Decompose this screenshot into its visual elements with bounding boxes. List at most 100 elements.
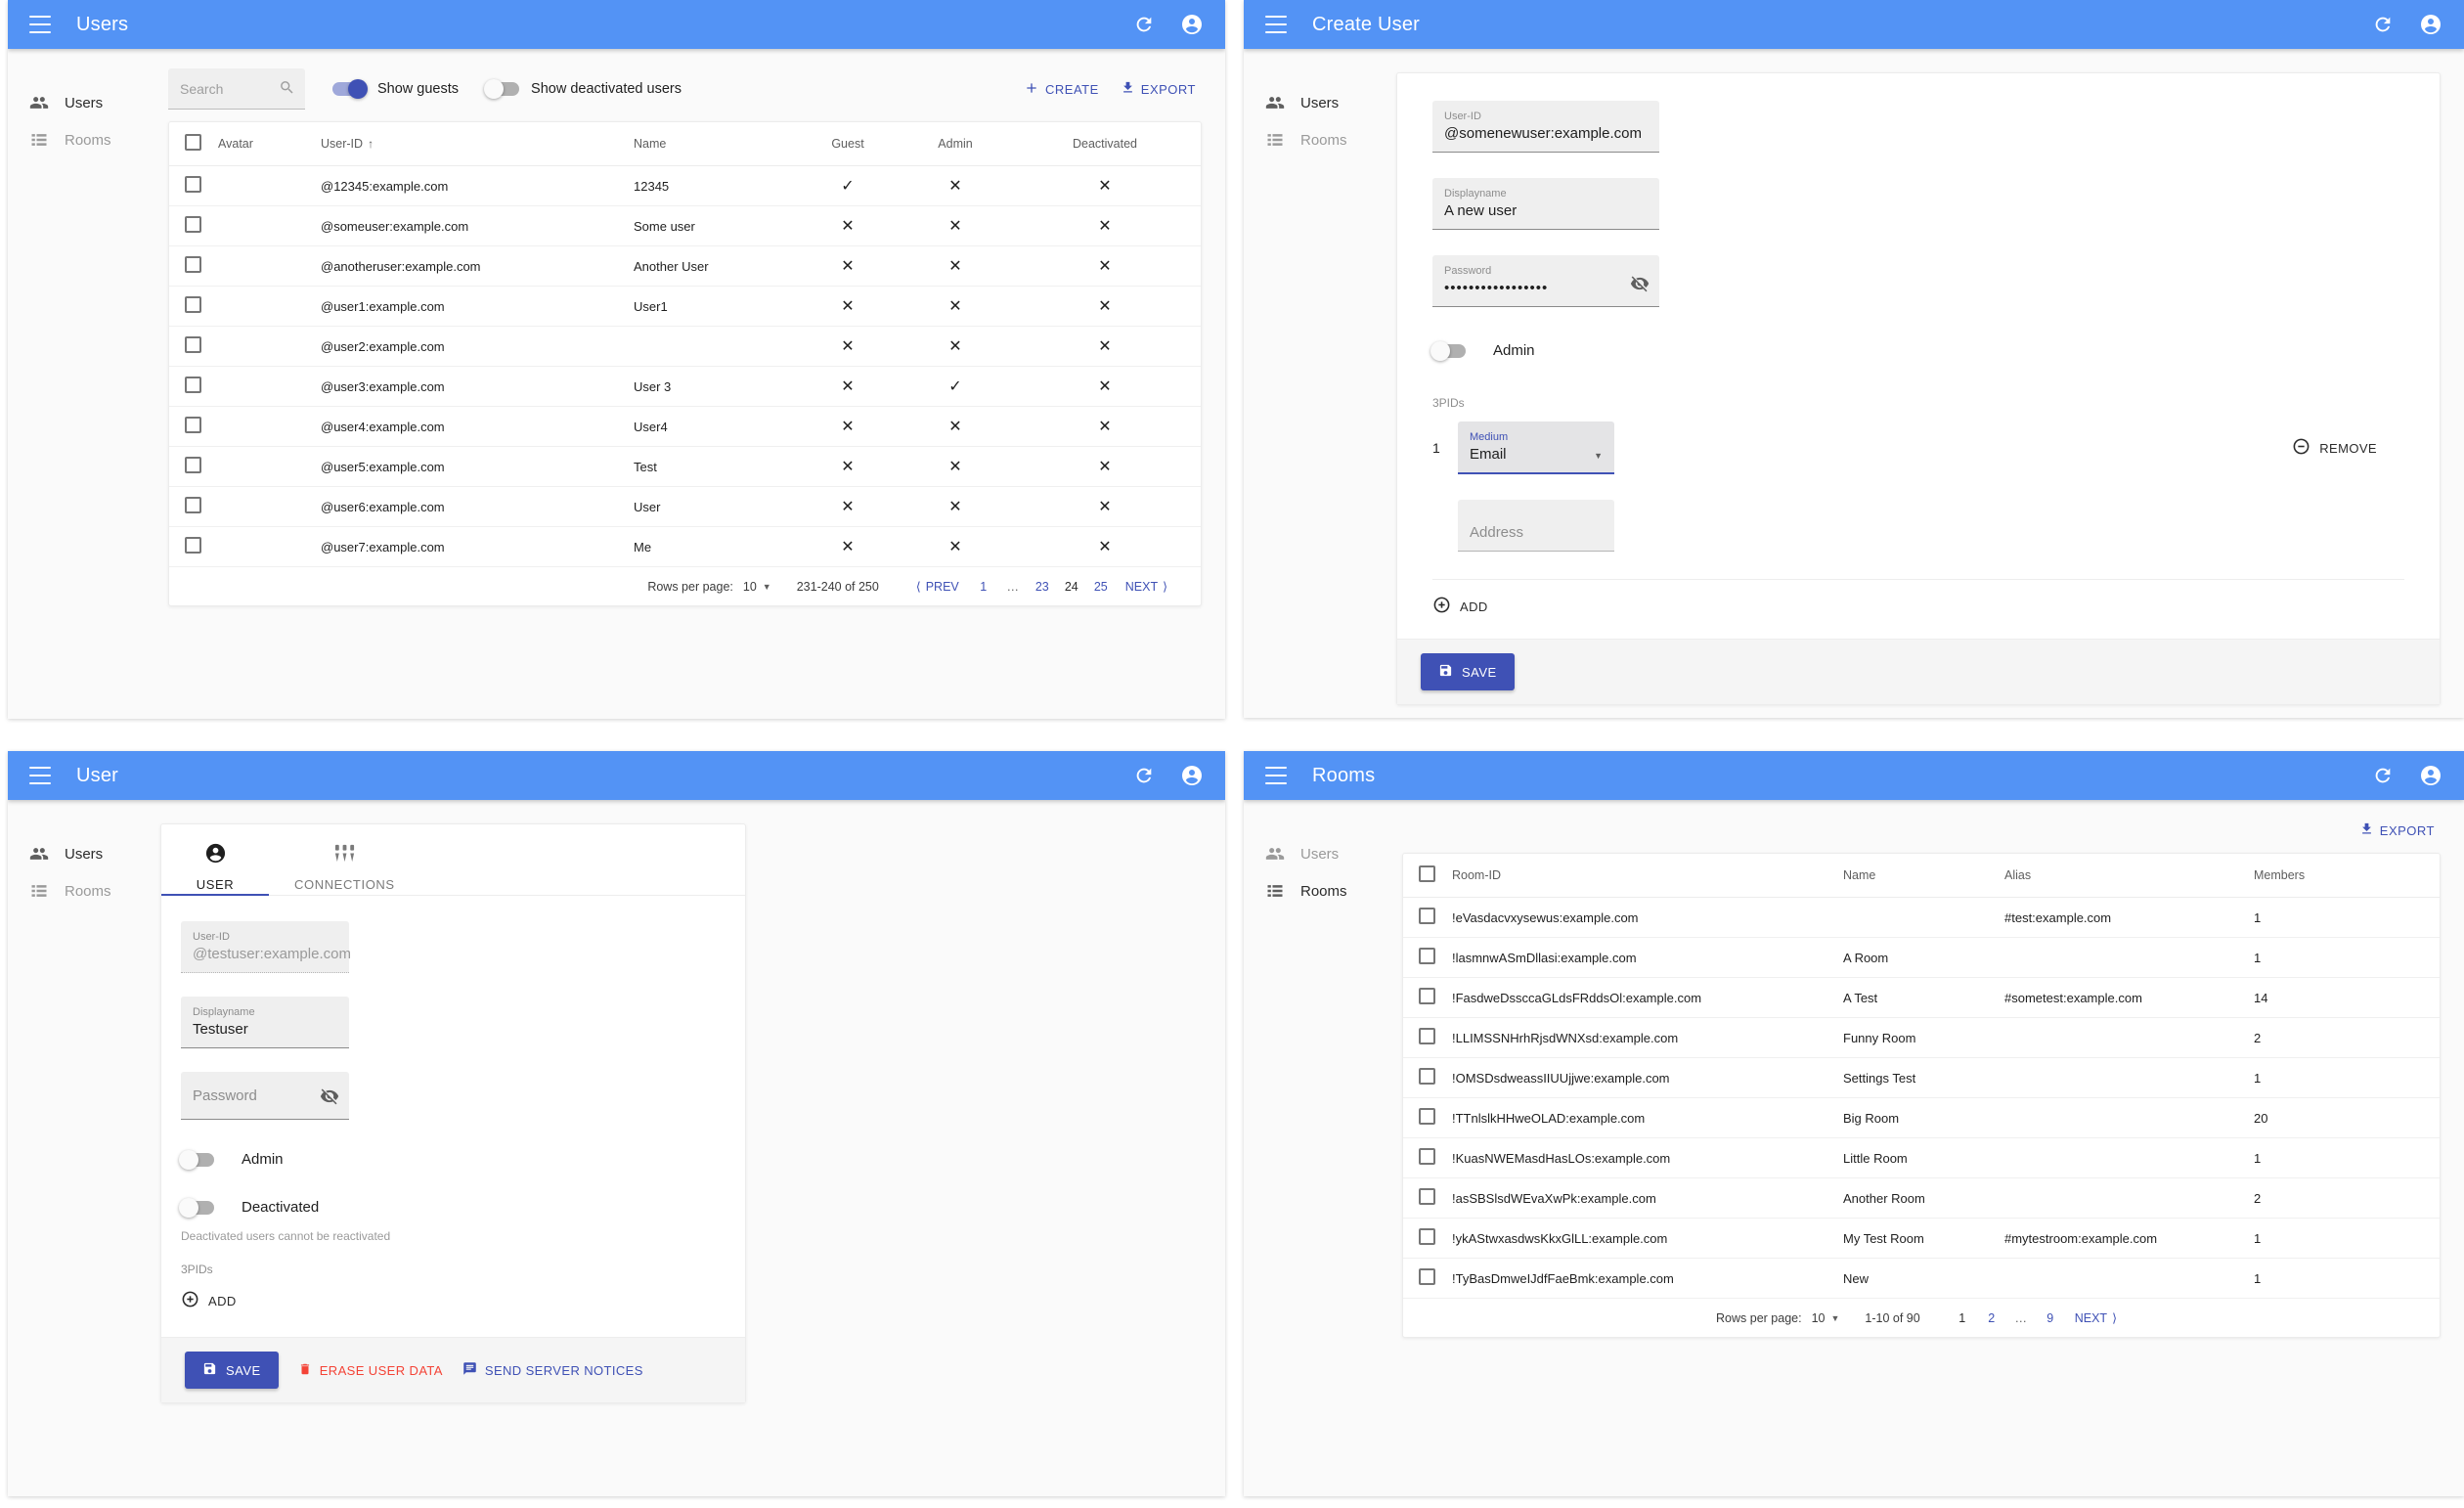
hamburger-menu-icon[interactable]	[1265, 767, 1287, 784]
row-checkbox[interactable]	[1419, 1228, 1435, 1245]
row-checkbox[interactable]	[1419, 1268, 1435, 1285]
row-checkbox[interactable]	[1419, 1108, 1435, 1125]
row-checkbox[interactable]	[185, 377, 201, 393]
select-all-checkbox[interactable]	[185, 134, 201, 151]
table-row[interactable]: @user5:example.com Test ✕ ✕ ✕	[169, 446, 1201, 487]
table-row[interactable]: @anotheruser:example.com Another User ✕ ✕ ✕	[169, 245, 1201, 287]
refresh-icon[interactable]	[2372, 765, 2394, 786]
column-admin[interactable]: Admin	[902, 122, 1009, 166]
column-avatar[interactable]: Avatar	[212, 122, 315, 166]
row-checkbox[interactable]	[1419, 988, 1435, 1004]
table-row[interactable]: !TyBasDmweIJdfFaeBmk:example.com New 1	[1403, 1258, 2440, 1299]
account-icon[interactable]	[1180, 764, 1204, 787]
column-user-id[interactable]: User-ID ↑	[315, 122, 628, 166]
row-checkbox[interactable]	[1419, 1028, 1435, 1044]
column-name[interactable]: Name	[1837, 854, 1999, 898]
sidebar-item-users[interactable]: Users	[8, 84, 153, 121]
row-checkbox[interactable]	[185, 256, 201, 273]
address-field[interactable]: Address	[1458, 500, 1614, 552]
refresh-icon[interactable]	[1133, 765, 1155, 786]
rows-per-page-select[interactable]: 10 ▼	[742, 579, 771, 594]
displayname-field[interactable]: Displayname A new user	[1432, 178, 1659, 230]
table-row[interactable]: !TTnlslkHHweOLAD:example.com Big Room 20	[1403, 1097, 2440, 1138]
table-row[interactable]: !asSBSlsdWEvaXwPk:example.com Another Roo…	[1403, 1177, 2440, 1219]
table-row[interactable]: !eVasdacvxysewus:example.com #test:exampl…	[1403, 897, 2440, 938]
hamburger-menu-icon[interactable]	[29, 767, 51, 784]
export-button[interactable]: EXPORT	[1121, 80, 1196, 98]
table-row[interactable]: !ykAStwxasdwsKkxGlLL:example.com My Test …	[1403, 1218, 2440, 1259]
table-row[interactable]: !KuasNWEMasdHasLOs:example.com Little Roo…	[1403, 1137, 2440, 1178]
add-threepid-button[interactable]: ADD	[181, 1290, 710, 1311]
table-row[interactable]: @12345:example.com 12345 ✓ ✕ ✕	[169, 165, 1201, 206]
row-checkbox[interactable]	[185, 296, 201, 313]
send-server-notices-button[interactable]: SEND SERVER NOTICES	[462, 1361, 643, 1379]
admin-toggle[interactable]: Admin	[1430, 340, 2404, 361]
row-checkbox[interactable]	[185, 497, 201, 513]
row-checkbox[interactable]	[1419, 948, 1435, 964]
column-alias[interactable]: Alias	[1999, 854, 2248, 898]
next-page-button[interactable]: NEXT ⟩	[2074, 1310, 2117, 1326]
sidebar-item-rooms[interactable]: Rooms	[8, 121, 153, 158]
toggle-password-visibility-icon[interactable]	[1630, 274, 1650, 298]
column-name[interactable]: Name	[628, 122, 794, 166]
deactivated-toggle[interactable]: Deactivated	[179, 1197, 710, 1218]
column-deactivated[interactable]: Deactivated	[1009, 122, 1201, 166]
password-field[interactable]: Password •••••••••••••••••	[1432, 255, 1659, 307]
remove-threepid-button[interactable]: REMOVE	[2292, 437, 2377, 459]
hamburger-menu-icon[interactable]	[29, 16, 51, 33]
page-number[interactable]: 25	[1093, 579, 1108, 594]
table-row[interactable]: !LLIMSSNHrhRjsdWNXsd:example.com Funny Ro…	[1403, 1017, 2440, 1058]
save-button[interactable]: SAVE	[1421, 653, 1515, 690]
page-number[interactable]: 23	[1034, 579, 1049, 594]
row-checkbox[interactable]	[185, 216, 201, 233]
sidebar-item-rooms[interactable]: Rooms	[1244, 872, 1388, 909]
table-row[interactable]: @user3:example.com User 3 ✕ ✓ ✕	[169, 366, 1201, 407]
table-row[interactable]: @someuser:example.com Some user ✕ ✕ ✕	[169, 205, 1201, 246]
table-row[interactable]: @user1:example.com User1 ✕ ✕ ✕	[169, 286, 1201, 327]
account-icon[interactable]	[1180, 13, 1204, 36]
row-checkbox[interactable]	[1419, 1188, 1435, 1205]
refresh-icon[interactable]	[2372, 14, 2394, 35]
prev-page-button[interactable]: ⟨ PREV	[915, 579, 959, 595]
account-icon[interactable]	[2419, 764, 2442, 787]
hamburger-menu-icon[interactable]	[1265, 16, 1287, 33]
toggle-password-visibility-icon[interactable]	[320, 1087, 339, 1111]
admin-toggle[interactable]: Admin	[179, 1149, 710, 1170]
row-checkbox[interactable]	[185, 417, 201, 433]
row-checkbox[interactable]	[185, 457, 201, 473]
row-checkbox[interactable]	[1419, 1068, 1435, 1085]
tab-connections[interactable]: CONNECTIONS	[269, 824, 420, 895]
page-number[interactable]: 9	[2046, 1310, 2054, 1325]
table-row[interactable]: !lasmnwASmDllasi:example.com A Room 1	[1403, 937, 2440, 978]
row-checkbox[interactable]	[185, 176, 201, 193]
sidebar-item-users[interactable]: Users	[1244, 84, 1388, 121]
table-row[interactable]: @user2:example.com ✕ ✕ ✕	[169, 326, 1201, 367]
row-checkbox[interactable]	[185, 336, 201, 353]
erase-user-data-button[interactable]: ERASE USER DATA	[298, 1362, 443, 1379]
column-guest[interactable]: Guest	[794, 122, 902, 166]
show-deactivated-toggle[interactable]: Show deactivated users	[484, 79, 682, 99]
account-icon[interactable]	[2419, 13, 2442, 36]
table-row[interactable]: !OMSDsdweassIIUUjjwe:example.com Settings…	[1403, 1057, 2440, 1098]
displayname-field[interactable]: Displayname Testuser	[181, 997, 349, 1048]
sidebar-item-rooms[interactable]: Rooms	[8, 872, 153, 909]
column-members[interactable]: Members	[2248, 854, 2440, 898]
next-page-button[interactable]: NEXT ⟩	[1124, 579, 1167, 595]
save-button[interactable]: SAVE	[185, 1352, 279, 1389]
row-checkbox[interactable]	[185, 537, 201, 554]
page-number[interactable]: 1	[980, 579, 988, 594]
row-checkbox[interactable]	[1419, 908, 1435, 924]
medium-select[interactable]: Medium Email ▼	[1458, 421, 1614, 474]
create-button[interactable]: CREATE	[1024, 80, 1099, 99]
table-row[interactable]: !FasdweDssccaGLdsFRddsOl:example.com A Te…	[1403, 977, 2440, 1018]
refresh-icon[interactable]	[1133, 14, 1155, 35]
table-row[interactable]: @user4:example.com User4 ✕ ✕ ✕	[169, 406, 1201, 447]
table-row[interactable]: @user6:example.com User ✕ ✕ ✕	[169, 486, 1201, 527]
table-row[interactable]: @user7:example.com Me ✕ ✕ ✕	[169, 526, 1201, 567]
select-all-checkbox[interactable]	[1419, 865, 1435, 882]
sidebar-item-rooms[interactable]: Rooms	[1244, 121, 1388, 158]
password-field[interactable]: Password	[181, 1072, 349, 1120]
sidebar-item-users[interactable]: Users	[1244, 835, 1388, 872]
row-checkbox[interactable]	[1419, 1148, 1435, 1165]
tab-user[interactable]: USER	[161, 824, 269, 896]
